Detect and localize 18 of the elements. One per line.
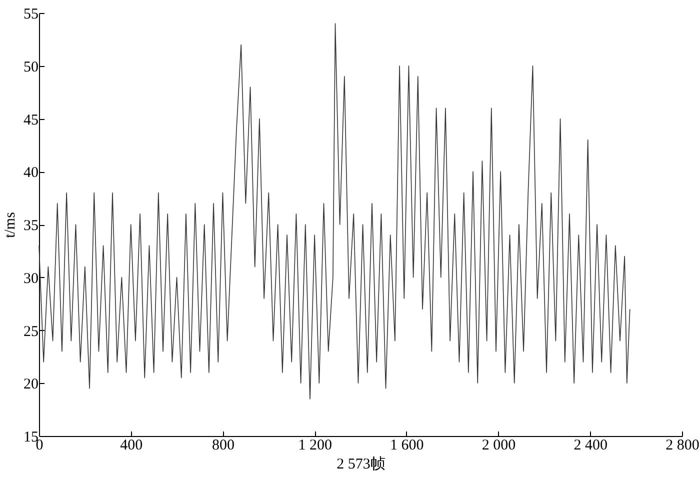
y-tick-label: 30 [24,270,38,287]
y-tick-label: 20 [24,376,38,393]
y-tick-label: 55 [24,6,38,22]
x-tick-label: 2 800 [666,438,700,454]
x-tick-label: 1 200 [298,438,332,454]
x-tick-label: 2 400 [574,438,608,454]
y-tick-label: 50 [24,59,38,76]
y-tick-label: 25 [24,324,38,340]
x-tick-label: 1 600 [390,438,424,454]
line-series [38,23,630,400]
y-tick-label: 35 [24,218,38,234]
x-tick-label: 2 000 [482,438,516,454]
y-tick-label: 40 [24,165,38,182]
y-axis-title: t/ms [2,212,18,238]
x-axis-title: 2 573帧 [336,456,386,472]
x-tick-label: 400 [120,438,143,454]
y-tick-label: 45 [24,112,38,128]
x-tick-label: 800 [212,438,234,454]
